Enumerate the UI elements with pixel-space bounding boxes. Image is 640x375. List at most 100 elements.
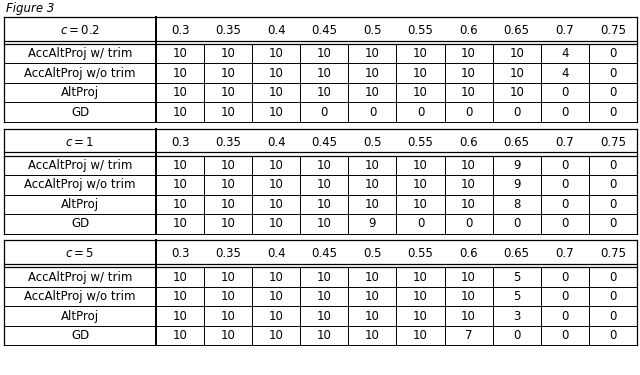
Bar — [156, 17, 204, 44]
Text: 9: 9 — [513, 178, 520, 191]
Text: 10: 10 — [317, 67, 332, 80]
Bar — [300, 287, 348, 306]
Bar — [300, 83, 348, 102]
Text: 8: 8 — [513, 198, 520, 211]
Text: 0.3: 0.3 — [171, 136, 189, 148]
Bar — [300, 306, 348, 326]
Text: 0.7: 0.7 — [556, 24, 574, 37]
Text: 10: 10 — [173, 86, 188, 99]
Bar — [252, 214, 300, 234]
Bar — [252, 195, 300, 214]
Bar — [300, 267, 348, 287]
Text: 10: 10 — [269, 310, 284, 322]
Bar — [396, 129, 445, 156]
Text: 10: 10 — [317, 178, 332, 191]
Bar — [204, 156, 252, 175]
Bar — [252, 83, 300, 102]
Bar — [156, 326, 204, 345]
Bar — [4, 102, 156, 122]
Text: 0.5: 0.5 — [363, 24, 381, 37]
Bar — [493, 214, 541, 234]
Bar — [252, 326, 300, 345]
Bar — [493, 129, 541, 156]
Bar — [156, 102, 204, 122]
Text: 0: 0 — [513, 329, 520, 342]
Bar — [445, 326, 493, 345]
Text: 10: 10 — [413, 178, 428, 191]
Bar — [541, 63, 589, 83]
Bar — [4, 306, 156, 326]
Text: AccAltProj w/ trim: AccAltProj w/ trim — [28, 271, 132, 284]
Text: $c = 1$: $c = 1$ — [65, 136, 95, 148]
Text: 10: 10 — [221, 159, 236, 172]
Text: 0.7: 0.7 — [556, 248, 574, 260]
Bar — [589, 214, 637, 234]
Text: AltProj: AltProj — [61, 310, 99, 322]
Bar — [204, 175, 252, 195]
Bar — [445, 63, 493, 83]
Bar — [156, 63, 204, 83]
Text: 10: 10 — [221, 67, 236, 80]
Text: AccAltProj w/o trim: AccAltProj w/o trim — [24, 178, 136, 191]
Text: 10: 10 — [365, 310, 380, 322]
Text: 10: 10 — [173, 67, 188, 80]
Text: 10: 10 — [221, 271, 236, 284]
Bar — [4, 195, 156, 214]
Bar — [493, 63, 541, 83]
Text: 0.7: 0.7 — [556, 136, 574, 148]
Text: 0: 0 — [609, 271, 616, 284]
Bar — [589, 156, 637, 175]
Bar — [589, 306, 637, 326]
Bar — [589, 267, 637, 287]
Bar — [348, 129, 396, 156]
Bar — [396, 306, 445, 326]
Bar — [396, 83, 445, 102]
Text: 10: 10 — [413, 198, 428, 211]
Text: 0: 0 — [609, 198, 616, 211]
Bar — [156, 83, 204, 102]
Bar — [204, 306, 252, 326]
Bar — [252, 287, 300, 306]
Bar — [445, 306, 493, 326]
Text: 0: 0 — [561, 178, 568, 191]
Text: 10: 10 — [269, 67, 284, 80]
Bar — [300, 102, 348, 122]
Bar — [445, 17, 493, 44]
Text: 0.5: 0.5 — [363, 248, 381, 260]
Bar — [204, 17, 252, 44]
Bar — [300, 17, 348, 44]
Text: 10: 10 — [461, 86, 476, 99]
Text: 10: 10 — [317, 198, 332, 211]
Text: 0: 0 — [417, 106, 424, 118]
Text: 10: 10 — [269, 47, 284, 60]
Bar — [252, 175, 300, 195]
Bar — [493, 175, 541, 195]
Bar — [396, 326, 445, 345]
Text: GD: GD — [71, 329, 89, 342]
Text: 0: 0 — [561, 159, 568, 172]
Bar — [445, 287, 493, 306]
Bar — [156, 129, 204, 156]
Bar — [396, 175, 445, 195]
Bar — [348, 267, 396, 287]
Bar — [445, 83, 493, 102]
Text: 10: 10 — [509, 47, 524, 60]
Text: 10: 10 — [413, 47, 428, 60]
Bar — [589, 17, 637, 44]
Text: 0.75: 0.75 — [600, 136, 626, 148]
Text: 0.55: 0.55 — [408, 136, 433, 148]
Text: 10: 10 — [269, 290, 284, 303]
Bar — [493, 240, 541, 267]
Bar — [252, 306, 300, 326]
Text: 10: 10 — [365, 86, 380, 99]
Bar — [445, 102, 493, 122]
Bar — [541, 326, 589, 345]
Bar — [541, 287, 589, 306]
Text: 0: 0 — [561, 329, 568, 342]
Text: 5: 5 — [513, 271, 520, 284]
Bar — [4, 83, 156, 102]
Text: 0: 0 — [417, 217, 424, 230]
Bar — [541, 267, 589, 287]
Text: 0: 0 — [609, 47, 616, 60]
Bar — [348, 63, 396, 83]
